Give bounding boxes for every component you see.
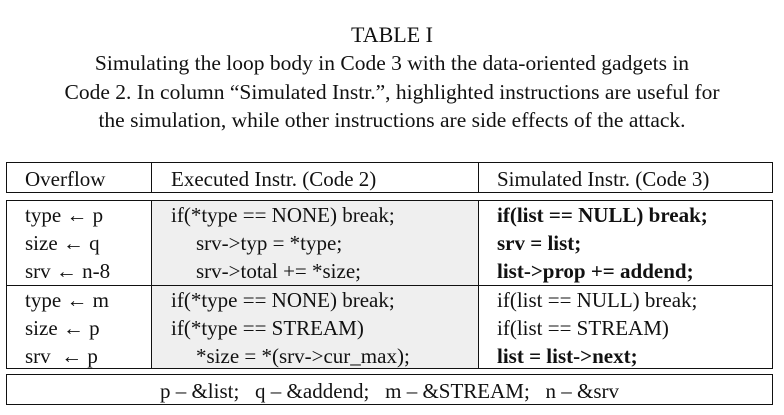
simulated-instr-cell: if(list == NULL) break; — [497, 203, 708, 227]
column-divider — [151, 201, 152, 368]
simulated-instr-cell: if(list == NULL) break; — [497, 288, 698, 312]
overflow-cell: size ← q — [25, 231, 100, 255]
table-body: type ← p if(*type == NONE) break; if(list … — [6, 200, 773, 369]
executed-instr-cell: if(*type == STREAM) — [171, 316, 364, 340]
overflow-cell: type ← p — [25, 203, 104, 227]
column-divider — [478, 163, 479, 192]
overflow-cell: srv ← p — [25, 344, 98, 368]
simulated-instr-cell: srv = list; — [497, 231, 582, 255]
caption-line: the simulation, while other instructions… — [98, 108, 686, 132]
column-divider — [478, 201, 479, 368]
overflow-cell: srv ← n-8 — [25, 259, 111, 283]
executed-column-shading — [152, 201, 478, 368]
executed-instr-cell: srv->total += *size; — [196, 259, 361, 283]
caption-line: Code 2. In column “Simulated Instr.”, hi… — [64, 80, 720, 104]
header-simulated: Simulated Instr. (Code 3) — [497, 167, 710, 191]
simulated-instr-cell: list = list->next; — [497, 344, 638, 368]
column-divider — [151, 163, 152, 192]
header-executed: Executed Instr. (Code 2) — [171, 167, 377, 191]
group-divider — [7, 285, 772, 286]
simulated-instr-cell: list->prop += addend; — [497, 259, 694, 283]
table-header: Overflow Executed Instr. (Code 2) Simula… — [6, 162, 773, 193]
simulated-instr-cell: if(list == STREAM) — [497, 316, 669, 340]
header-overflow: Overflow — [25, 167, 106, 191]
table-legend: p – &list; q – &addend; m – &STREAM; n –… — [6, 374, 773, 405]
legend-text: p – &list; q – &addend; m – &STREAM; n –… — [159, 379, 620, 403]
overflow-cell: size ← p — [25, 316, 100, 340]
executed-instr-cell: if(*type == NONE) break; — [171, 203, 395, 227]
overflow-cell: type ← m — [25, 288, 109, 312]
executed-instr-cell: srv->typ = *type; — [196, 231, 343, 255]
caption-line: Simulating the loop body in Code 3 with … — [94, 51, 690, 75]
executed-instr-cell: if(*type == NONE) break; — [171, 288, 395, 312]
executed-instr-cell: *size = *(srv->cur_max); — [196, 344, 410, 368]
table-title: TABLE I — [351, 22, 433, 47]
